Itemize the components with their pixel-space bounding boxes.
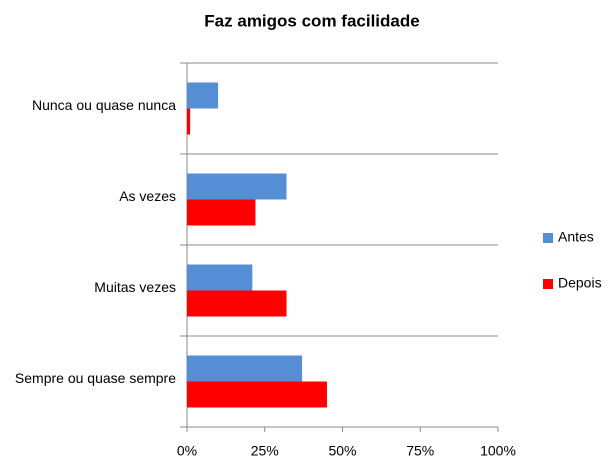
x-tick-label: 25% — [251, 443, 279, 459]
y-tick-label: Nunca ou quase nunca — [32, 97, 176, 113]
bar — [187, 108, 191, 135]
x-tick-label: 100% — [480, 443, 516, 459]
chart-title: Faz amigos com facilidade — [204, 11, 419, 30]
legend-label: Depois — [558, 275, 602, 291]
bar — [187, 355, 303, 382]
bar — [187, 173, 287, 200]
x-tick-label: 50% — [328, 443, 356, 459]
bar — [187, 290, 287, 317]
y-tick-label: Muitas vezes — [94, 279, 176, 295]
bar — [187, 82, 219, 109]
bar — [187, 264, 253, 291]
x-tick-label: 75% — [406, 443, 434, 459]
bar — [187, 199, 256, 226]
legend-label: Antes — [558, 229, 594, 245]
legend-swatch — [543, 279, 553, 289]
y-tick-label: Sempre ou quase sempre — [15, 370, 176, 386]
legend-swatch — [543, 233, 553, 243]
bar — [187, 381, 327, 408]
x-tick-label: 0% — [177, 443, 197, 459]
y-tick-label: As vezes — [119, 188, 176, 204]
